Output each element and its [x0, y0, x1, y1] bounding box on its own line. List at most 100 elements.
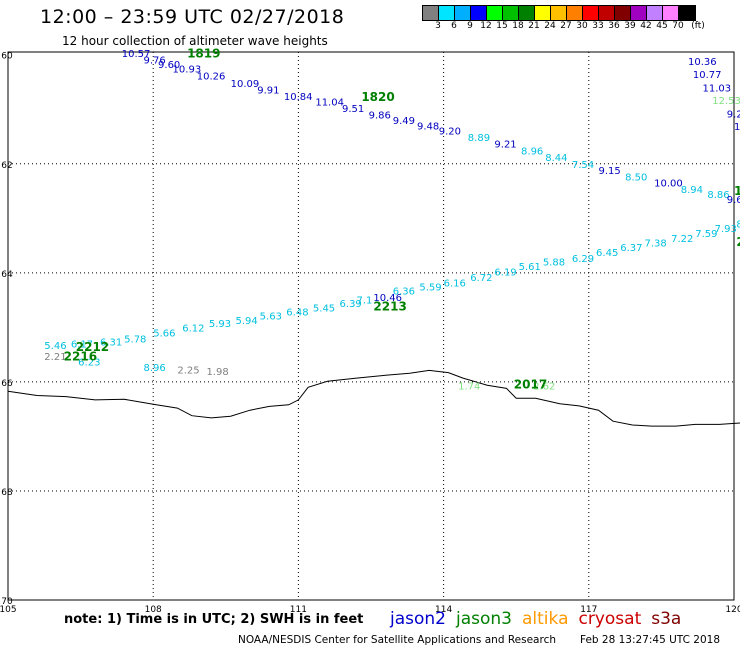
legend-item-altika: altika: [522, 609, 569, 629]
color-scale-label: 12: [480, 21, 492, 31]
color-swatch: [567, 6, 583, 20]
wave-height-value: 5.46: [44, 341, 66, 352]
legend-item-jason2: jason2: [390, 609, 446, 629]
wave-height-value: 7.54: [572, 160, 594, 171]
wave-height-value: 9.51: [342, 104, 364, 115]
color-scale-label: 6: [451, 21, 457, 31]
wave-height-value: 11.03: [703, 83, 732, 94]
wave-height-value: 8.96: [521, 147, 543, 158]
wave-height-value: 1.74: [458, 382, 480, 393]
wave-height-value: 5.93: [209, 319, 231, 330]
wave-height-value: 5.61: [519, 262, 541, 273]
color-scale-label: 42: [640, 21, 652, 31]
note-text: note: 1) Time is in UTC; 2) SWH is in fe…: [64, 612, 364, 627]
page-subtitle: 12 hour collection of altimeter wave hei…: [62, 34, 328, 48]
wave-height-value: 5.94: [235, 316, 257, 327]
wave-height-value: 10.00: [654, 179, 683, 190]
wave-height-value: 8.44: [545, 153, 567, 164]
wave-height-value: 7.59: [695, 229, 717, 240]
wave-height-value: 10.26: [197, 71, 226, 82]
wave-height-value: 6.36: [393, 287, 415, 298]
wave-height-value: 8.96: [144, 363, 166, 374]
wave-height-value: 6.16: [444, 278, 466, 289]
wave-height-value: 5.88: [543, 258, 565, 269]
wave-height-value: 6.31: [100, 337, 122, 348]
pass-label: 2214: [736, 235, 740, 249]
color-swatch: [439, 6, 455, 20]
wave-height-value: 9.76: [144, 55, 166, 66]
wave-height-value: 6.12: [182, 324, 204, 335]
wave-height-value: 10.57: [122, 49, 151, 60]
wave-height-value: 8.20: [736, 220, 740, 231]
color-scale-label: 33: [592, 21, 604, 31]
coastline: [7, 369, 740, 427]
longitude-tick-label: 111: [290, 605, 307, 615]
legend-item-jason3: jason3: [456, 609, 512, 629]
wave-height-value: 1.98: [206, 367, 228, 378]
color-swatch: [647, 6, 663, 20]
wave-height-value: 5.63: [260, 312, 282, 323]
color-scale-label: 45: [656, 21, 668, 31]
wave-height-value: 5.66: [153, 329, 175, 340]
color-scale-label: 9: [467, 21, 473, 31]
wave-height-value: 11.04: [315, 97, 344, 108]
wave-height-value: 6.39: [340, 299, 362, 310]
wave-height-value: 8.94: [681, 185, 703, 196]
color-swatch: [519, 6, 535, 20]
color-scale-label: 18: [512, 21, 524, 31]
wave-height-value: 2.62: [533, 382, 555, 393]
longitude-tick-label: 105: [0, 605, 17, 615]
wave-height-value: 10.84: [284, 92, 313, 103]
wave-height-value: 9.86: [369, 111, 391, 122]
latitude-tick-label: 68: [1, 488, 13, 498]
color-swatch: [423, 6, 439, 20]
color-scale-label: 3: [435, 21, 441, 31]
wave-height-value: 7.22: [671, 234, 693, 245]
wave-height-value: 6.37: [620, 243, 642, 254]
pass-label: 1507: [739, 58, 740, 72]
wave-height-value: 2.21: [44, 352, 66, 363]
wave-height-value: 12.53: [712, 96, 740, 107]
color-swatch: [663, 6, 679, 20]
wave-height-value: 6.23: [78, 358, 100, 369]
latitude-tick-label: 62: [1, 161, 12, 171]
longitude-tick-label: 117: [580, 605, 597, 615]
latitude-tick-label: 64: [1, 270, 13, 280]
color-swatch: [615, 6, 631, 20]
color-scale-bar: [422, 5, 696, 21]
wave-height-value: 5.59: [419, 282, 441, 293]
wave-height-value: 8.89: [468, 133, 490, 144]
longitude-tick-label: 120: [725, 605, 740, 615]
color-swatch: [631, 6, 647, 20]
color-swatch: [551, 6, 567, 20]
wave-height-value: 9.60: [158, 60, 180, 71]
wave-height-value: 5.45: [313, 304, 335, 315]
pass-label: 2213: [373, 299, 406, 313]
latitude-tick-label: 60: [1, 52, 13, 62]
color-scale-label: 39: [624, 21, 636, 31]
wave-height-value: 6.72: [470, 273, 492, 284]
color-scale-label: 30: [576, 21, 588, 31]
wave-height-value: 5.78: [124, 335, 146, 346]
page-title: 12:00 – 23:59 UTC 02/27/2018: [40, 6, 345, 28]
pass-label: 1819: [187, 46, 220, 60]
wave-height-value: 9.48: [417, 121, 439, 132]
longitude-tick-label: 108: [145, 605, 162, 615]
legend-item-s3a: s3a: [651, 609, 682, 629]
color-scale-label: 24: [544, 21, 556, 31]
wave-height-value: 10.36: [688, 57, 717, 68]
wave-height-value: 9.21: [494, 139, 516, 150]
wave-height-value: 9.20: [727, 109, 740, 120]
color-scale-label: 21: [528, 21, 540, 31]
color-swatch: [679, 6, 695, 20]
color-scale-label: 15: [496, 21, 508, 31]
wave-height-value: 7.1: [356, 295, 372, 306]
wave-height-value: 9.15: [598, 166, 620, 177]
wave-height-value: 9.49: [393, 116, 415, 127]
generated-timestamp: Feb 28 13:27:45 UTC 2018: [580, 634, 720, 646]
wave-height-value: 6.19: [494, 268, 516, 279]
color-swatch: [471, 6, 487, 20]
color-swatch: [535, 6, 551, 20]
